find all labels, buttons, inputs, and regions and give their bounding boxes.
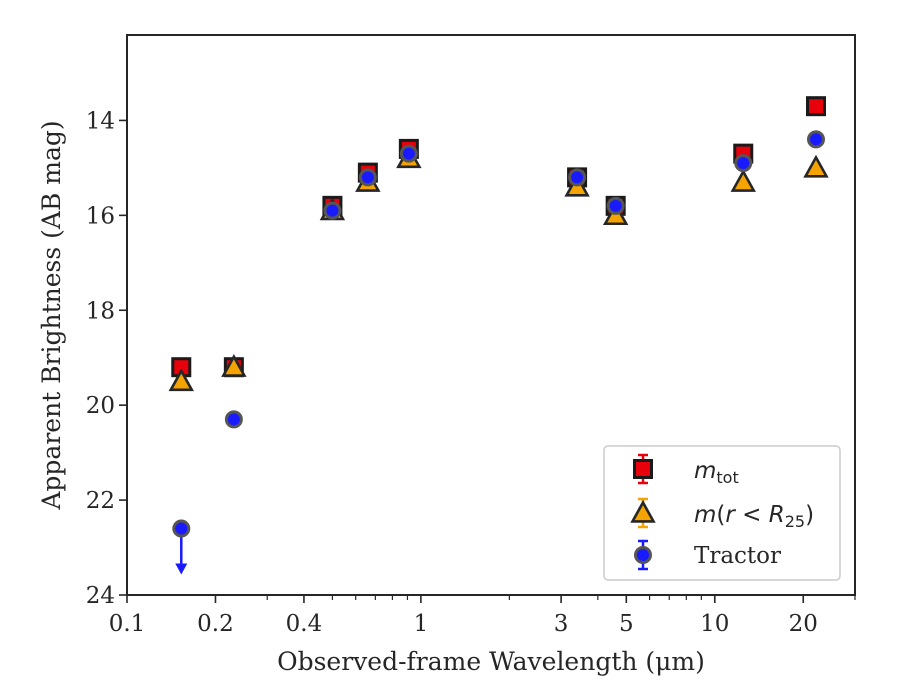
- x-tick-label: 0.2: [197, 611, 234, 637]
- legend-label-tractor: Tractor: [694, 543, 781, 569]
- y-tick-label: 16: [86, 203, 115, 229]
- y-tick-label: 24: [86, 583, 115, 609]
- legend-square-marker: [633, 459, 653, 479]
- y-tick-label: 18: [86, 298, 115, 324]
- x-axis-title: Observed-frame Wavelength (μm): [277, 647, 705, 676]
- circle-marker: [568, 168, 587, 187]
- legend-label-m-r-r25: m(r < R25): [694, 502, 814, 531]
- circle-marker: [399, 144, 418, 163]
- triangle-marker: [221, 354, 247, 377]
- data-points: [168, 96, 829, 575]
- triangle-marker: [730, 168, 756, 192]
- legend: mtot m(r < R25) Tractor: [603, 445, 841, 581]
- y-tick-label: 20: [86, 393, 115, 419]
- legend-markers: [630, 453, 656, 571]
- triangle-marker: [168, 368, 194, 392]
- x-tick-label: 1: [414, 611, 429, 637]
- circle-marker: [323, 201, 342, 220]
- x-tick-label: 10: [700, 611, 729, 637]
- x-tick-label: 0.1: [109, 611, 146, 637]
- y-tick-label: 22: [86, 488, 115, 514]
- y-axis-title: Apparent Brightness (AB mag): [37, 120, 66, 510]
- circle-marker: [806, 130, 825, 149]
- x-tick-label: 20: [789, 611, 818, 637]
- circle-marker: [224, 410, 243, 429]
- circle-marker: [358, 168, 377, 187]
- axis-ticks: 0.1 0.2 0.4 1 3 5 10 20 14 16 18 20 22 24: [86, 108, 856, 637]
- legend-label-m-tot: mtot: [694, 458, 739, 487]
- y-tick-label: 14: [86, 108, 115, 134]
- circle-marker: [734, 154, 753, 173]
- legend-triangle-marker: [630, 499, 656, 523]
- legend-box: [603, 445, 841, 581]
- x-tick-label: 0.4: [286, 611, 323, 637]
- x-tick-label: 5: [619, 611, 634, 637]
- plot-frame: [126, 34, 856, 596]
- circle-marker: [606, 196, 625, 215]
- x-tick-label: 3: [554, 611, 569, 637]
- legend-circle-marker: [634, 546, 652, 564]
- circle-marker: [172, 519, 191, 538]
- square-marker: [805, 96, 826, 117]
- triangle-marker: [803, 154, 829, 178]
- upper-limit-arrow-head: [175, 563, 188, 575]
